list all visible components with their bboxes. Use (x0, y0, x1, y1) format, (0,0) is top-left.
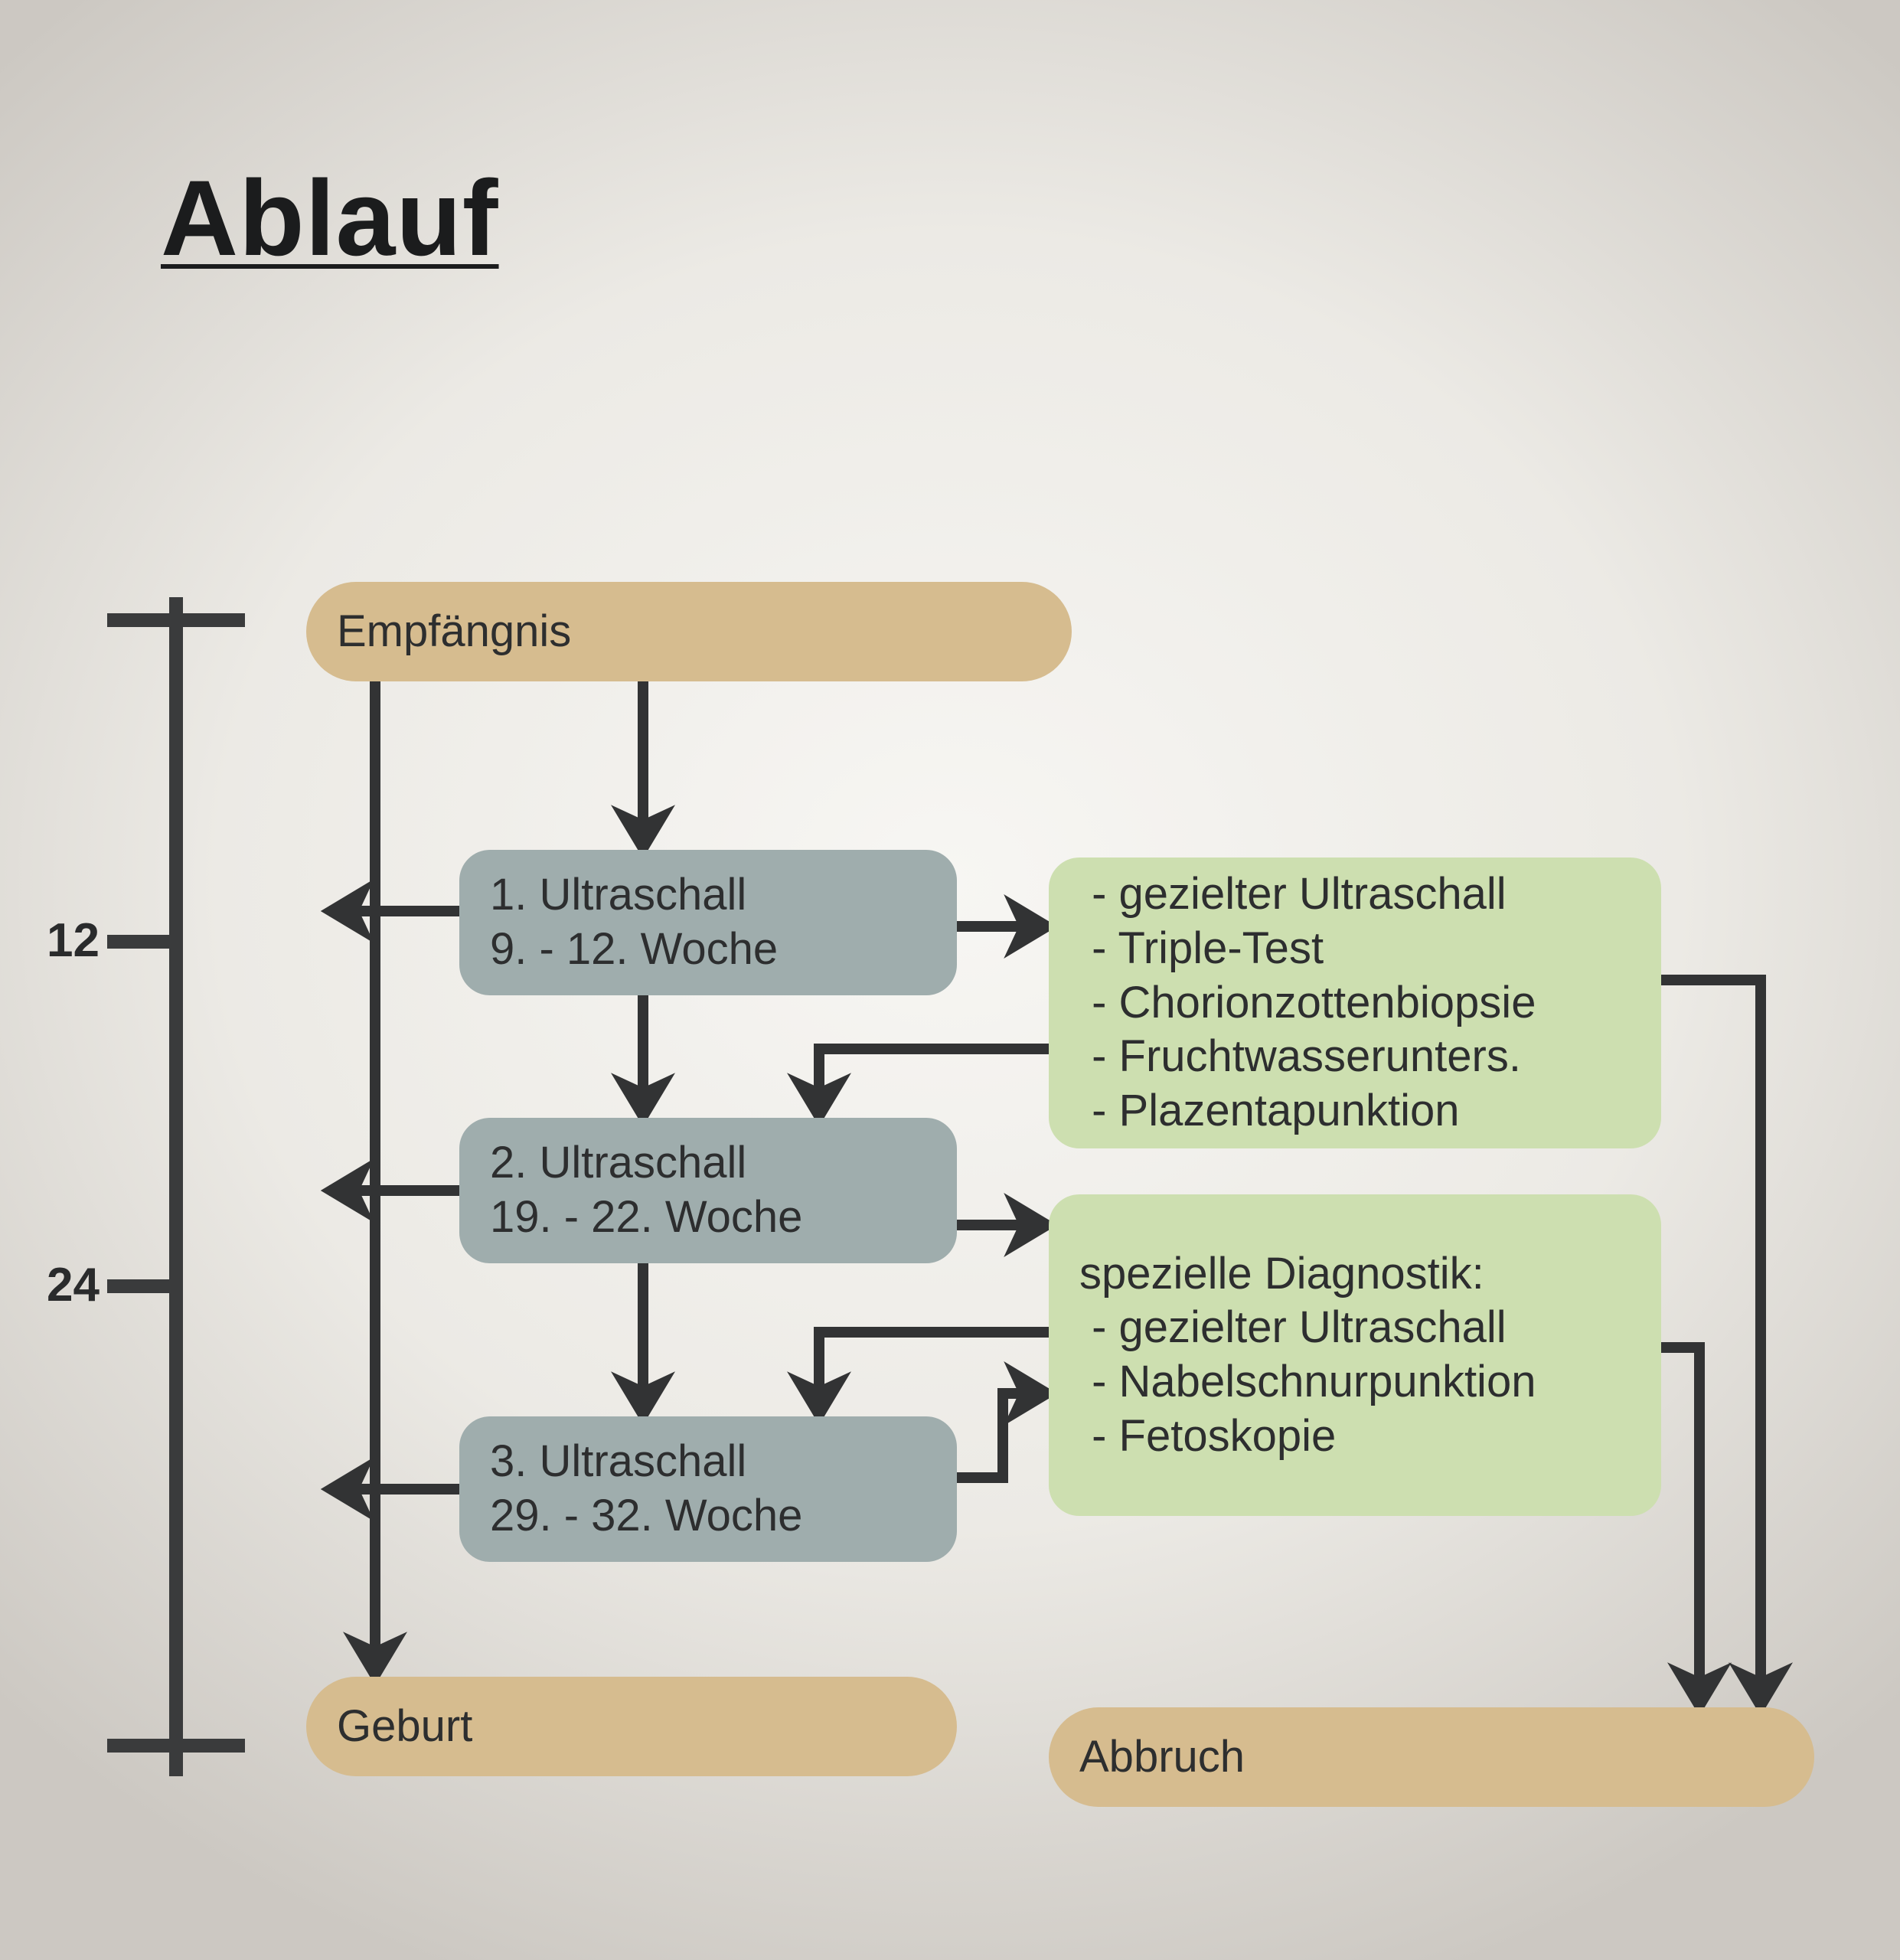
diag1-to-abbruch-arrow (1661, 980, 1761, 1707)
abbruch-line: Abbruch (1079, 1730, 1784, 1785)
diagnostik-block-1-node: - gezielter Ultraschall - Triple-Test - … (1049, 858, 1661, 1148)
geburt-line: Geburt (337, 1700, 926, 1754)
ultraschall-1-node: 1. Ultraschall9. - 12. Woche (459, 850, 957, 995)
diagnostik-block-2-line: spezielle Diagnostik: (1079, 1247, 1631, 1302)
ultraschall-3-line: 3. Ultraschall (490, 1435, 926, 1489)
diagnostik-block-2-line: - Fetoskopie (1079, 1410, 1631, 1464)
ultraschall-2-line: 2. Ultraschall (490, 1136, 926, 1191)
timeline-tick-24: 24 (15, 1258, 100, 1312)
us3-to-diag2b-arrow (957, 1393, 1049, 1478)
ultraschall-2-line: 19. - 22. Woche (490, 1191, 926, 1245)
ultraschall-3-line: 29. - 32. Woche (490, 1489, 926, 1544)
diagnostik-block-1-line: - Fruchtwasserunters. (1079, 1030, 1631, 1084)
diagnostik-block-2-line: - Nabelschnurpunktion (1079, 1355, 1631, 1410)
diagnostik-block-1-line: - Triple-Test (1079, 922, 1631, 976)
ultraschall-1-line: 1. Ultraschall (490, 868, 926, 923)
timeline-tick-12: 12 (15, 913, 100, 968)
ultraschall-1-line: 9. - 12. Woche (490, 923, 926, 977)
ultraschall-2-node: 2. Ultraschall19. - 22. Woche (459, 1118, 957, 1263)
diagnostik-block-1-line: - Chorionzottenbiopsie (1079, 976, 1631, 1031)
diagram-stage: Ablauf Empfängnis 1. Ultraschall9. - 12. … (0, 0, 1900, 1960)
abbruch-node: Abbruch (1049, 1707, 1814, 1807)
empfaengnis-line: Empfängnis (337, 605, 1041, 659)
diag2-to-abbruch-arrow (1661, 1348, 1699, 1707)
ultraschall-3-node: 3. Ultraschall29. - 32. Woche (459, 1416, 957, 1562)
empfaengnis-node: Empfängnis (306, 582, 1072, 681)
diag1-back-us2-arrow (819, 1049, 1049, 1118)
geburt-node: Geburt (306, 1677, 957, 1776)
diagnostik-block-1-line: - Plazentapunktion (1079, 1084, 1631, 1138)
diagnostik-block-2-node: spezielle Diagnostik: - gezielter Ultras… (1049, 1194, 1661, 1516)
diag2-back-us3-arrow (819, 1332, 1049, 1416)
diagnostik-block-1-line: - gezielter Ultraschall (1079, 867, 1631, 922)
diagnostik-block-2-line: - gezielter Ultraschall (1079, 1301, 1631, 1355)
page-title: Ablauf (161, 156, 499, 280)
